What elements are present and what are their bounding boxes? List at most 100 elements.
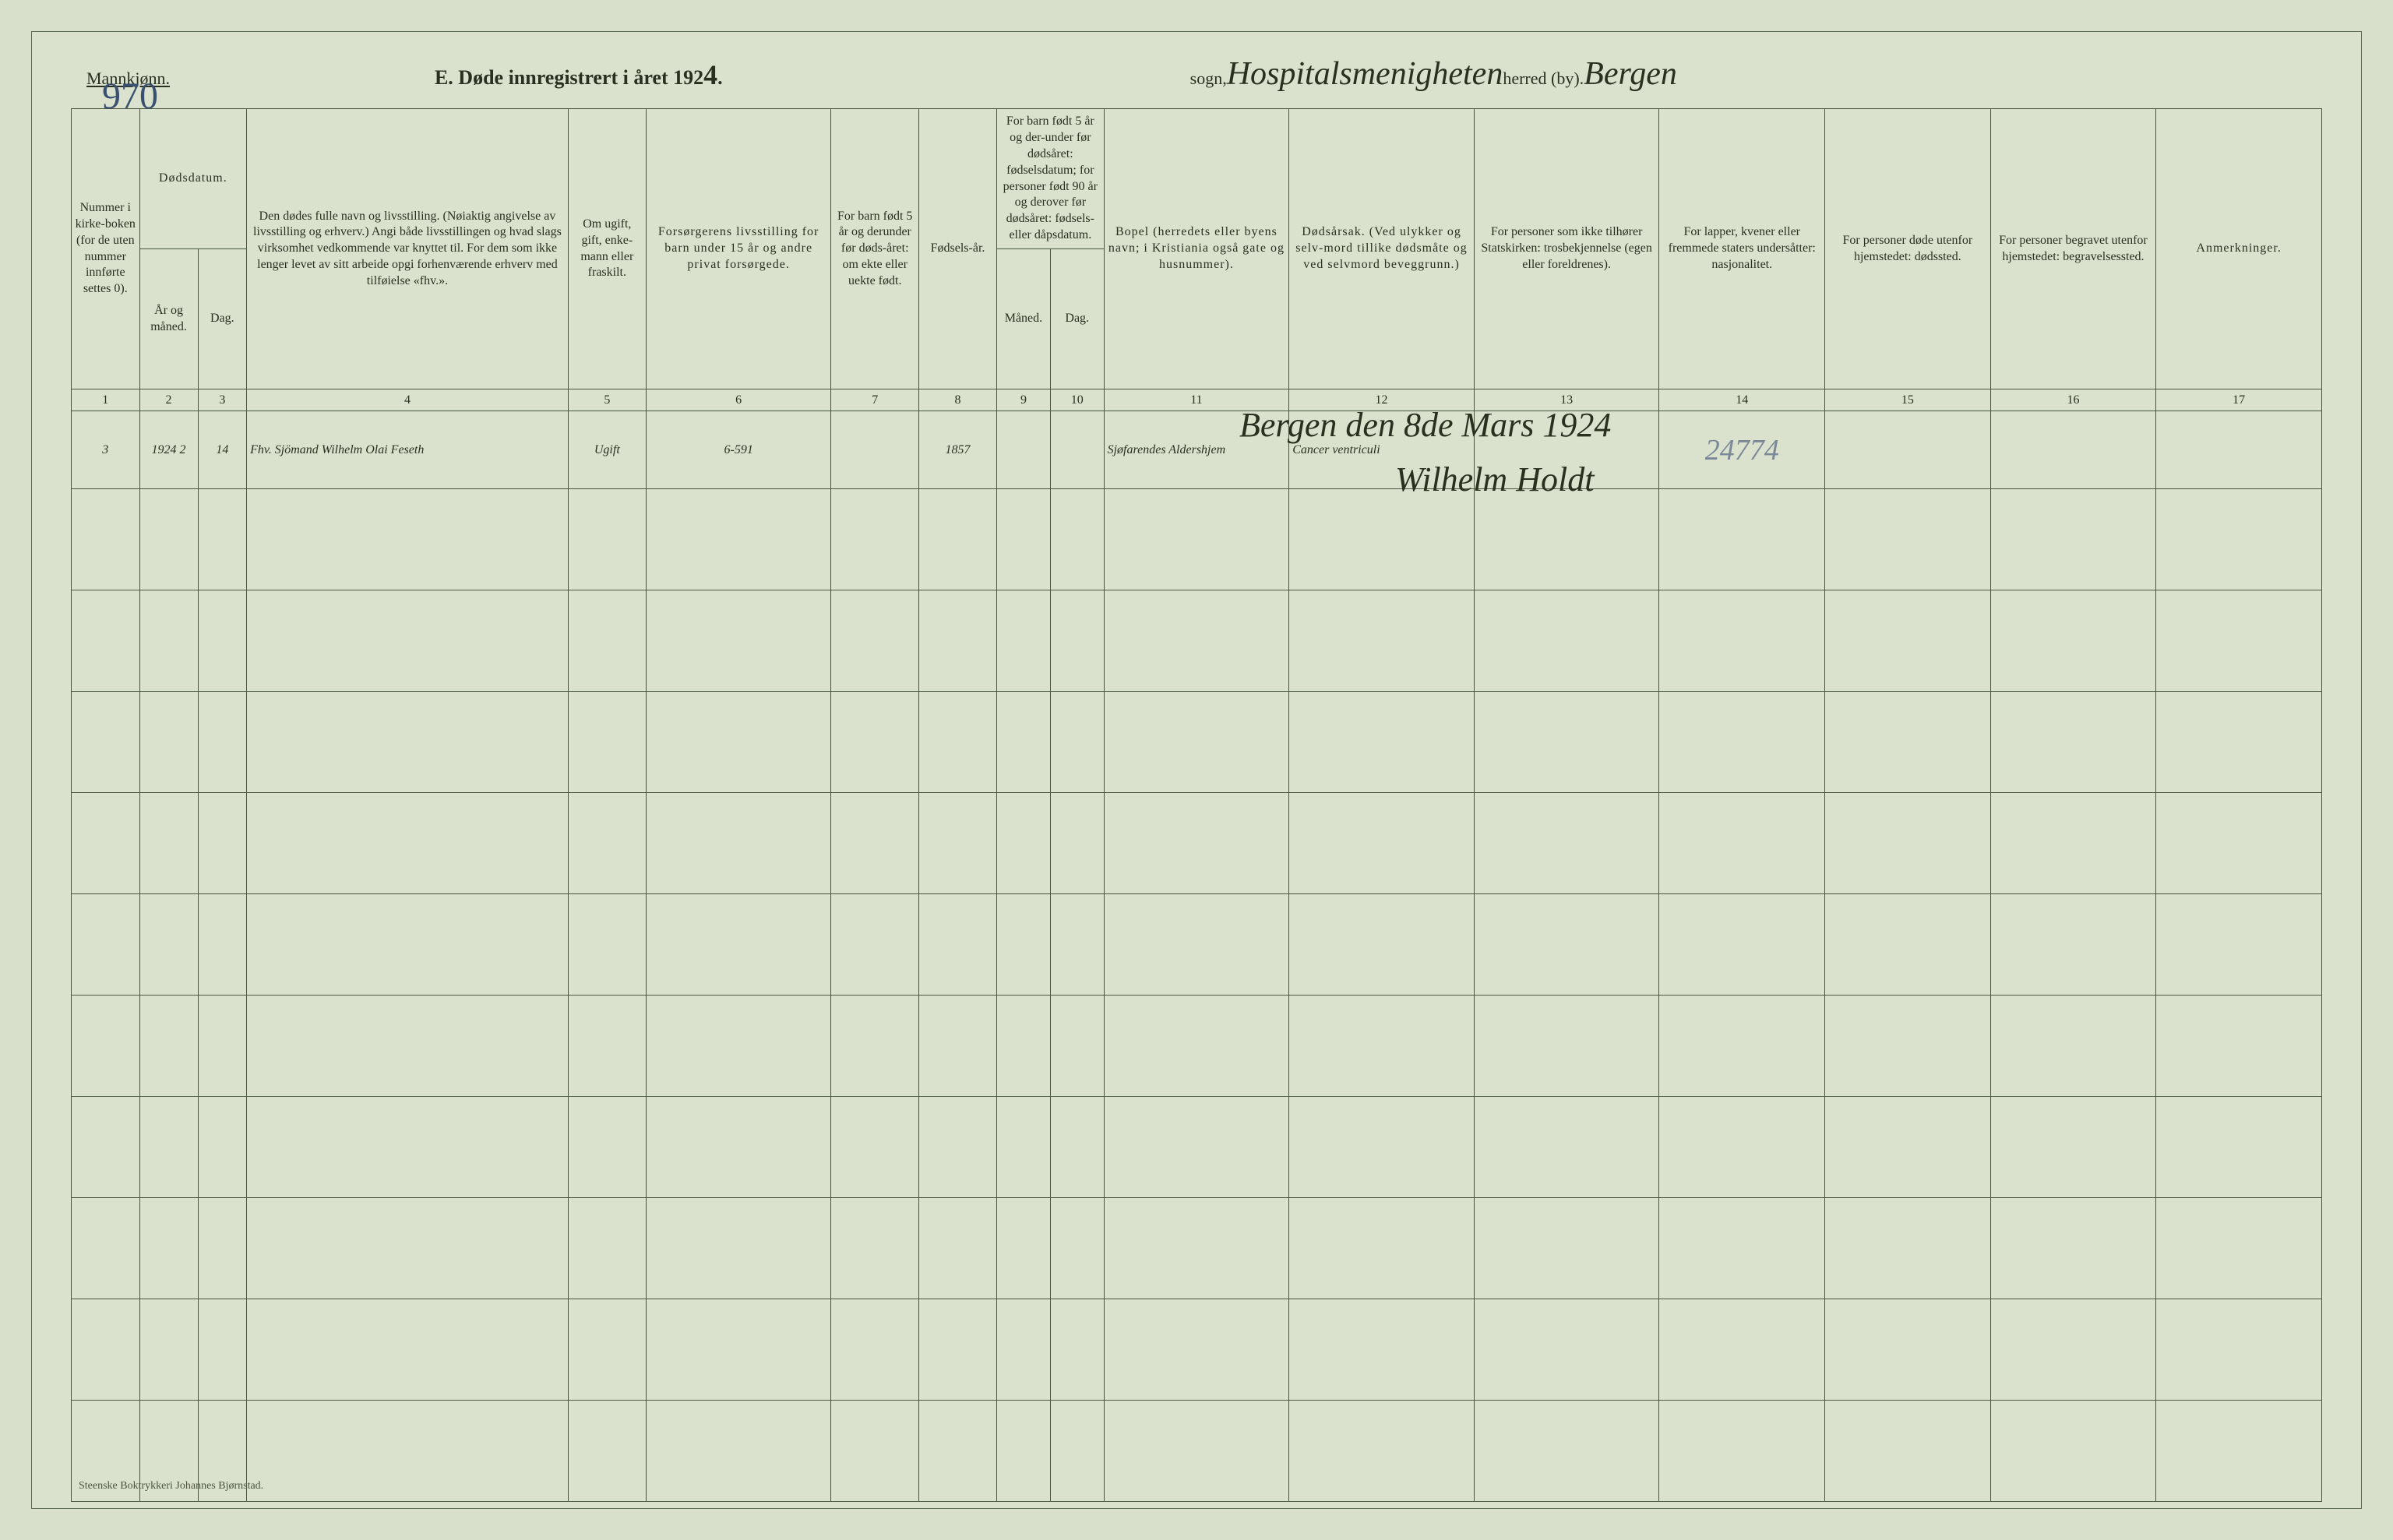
empty-cell	[1474, 1097, 1659, 1198]
table-row	[72, 1401, 2322, 1502]
sogn-label: sogn,	[1190, 69, 1227, 89]
empty-cell	[1289, 793, 1475, 894]
empty-cell	[1474, 894, 1659, 996]
empty-cell	[997, 1401, 1051, 1502]
col-header-2: År og måned.	[139, 249, 198, 389]
empty-cell	[1825, 590, 1991, 692]
empty-cell	[646, 793, 831, 894]
cell-birthyear: 1857	[919, 411, 997, 489]
empty-cell	[1104, 1097, 1289, 1198]
col-header-3: Dag.	[198, 249, 247, 389]
empty-cell	[2156, 894, 2322, 996]
empty-cell	[2156, 1198, 2322, 1299]
empty-cell	[2156, 1401, 2322, 1502]
empty-cell	[198, 692, 247, 793]
empty-cell	[568, 996, 646, 1097]
herred-value: Bergen	[1584, 55, 1677, 93]
empty-cell	[646, 1299, 831, 1401]
empty-cell	[1474, 996, 1659, 1097]
empty-cell	[1825, 1097, 1991, 1198]
title-year-hand: 4	[703, 59, 717, 90]
title-prefix: E. Døde innregistrert i året 192	[435, 66, 703, 89]
col-num: 2	[139, 389, 198, 411]
empty-cell	[1050, 590, 1104, 692]
empty-cell	[1990, 489, 2156, 590]
empty-cell	[139, 692, 198, 793]
col-num: 10	[1050, 389, 1104, 411]
empty-cell	[831, 1097, 919, 1198]
empty-cell	[198, 590, 247, 692]
signature-block: Bergen den 8de Mars 1924 Wilhelm Holdt	[1239, 398, 1611, 508]
empty-cell	[919, 692, 997, 793]
empty-cell	[646, 1097, 831, 1198]
empty-cell	[1659, 996, 1825, 1097]
empty-cell	[568, 692, 646, 793]
empty-cell	[2156, 996, 2322, 1097]
col-num: 4	[247, 389, 569, 411]
col-num: 7	[831, 389, 919, 411]
empty-cell	[72, 590, 140, 692]
col-header-5: Om ugift, gift, enke-mann eller fraskilt…	[568, 109, 646, 389]
empty-cell	[997, 489, 1051, 590]
empty-cell	[997, 996, 1051, 1097]
empty-cell	[2156, 590, 2322, 692]
empty-cell	[198, 793, 247, 894]
col-header-dod-group: Dødsdatum.	[139, 109, 247, 249]
faded-ref-number: 24774	[1705, 434, 1779, 467]
empty-cell	[72, 692, 140, 793]
empty-cell	[831, 793, 919, 894]
empty-cell	[646, 590, 831, 692]
empty-cell	[1289, 894, 1475, 996]
empty-cell	[1474, 692, 1659, 793]
cell-deathplace	[1825, 411, 1991, 489]
empty-cell	[1050, 1097, 1104, 1198]
empty-cell	[997, 793, 1051, 894]
table-row	[72, 692, 2322, 793]
empty-cell	[1659, 1198, 1825, 1299]
empty-cell	[247, 894, 569, 996]
empty-cell	[1825, 1401, 1991, 1502]
empty-cell	[568, 1299, 646, 1401]
empty-cell	[247, 793, 569, 894]
empty-cell	[1104, 793, 1289, 894]
col-header-9: Måned.	[997, 249, 1051, 389]
empty-cell	[1659, 1299, 1825, 1401]
empty-cell	[1050, 996, 1104, 1097]
empty-cell	[1050, 1401, 1104, 1502]
table-body: 3 1924 2 14 Fhv. Sjömand Wilhelm Olai Fe…	[72, 411, 2322, 1502]
empty-cell	[1659, 692, 1825, 793]
col-num: 15	[1825, 389, 1991, 411]
cell-provider: 6-591	[646, 411, 831, 489]
empty-cell	[72, 1097, 140, 1198]
empty-cell	[1289, 1299, 1475, 1401]
empty-cell	[1659, 1401, 1825, 1502]
col-num: 3	[198, 389, 247, 411]
cell-birthmonth	[997, 411, 1051, 489]
empty-cell	[1825, 692, 1991, 793]
empty-cell	[831, 1401, 919, 1502]
empty-cell	[646, 894, 831, 996]
empty-cell	[997, 1097, 1051, 1198]
empty-cell	[919, 793, 997, 894]
empty-cell	[247, 692, 569, 793]
empty-cell	[1289, 996, 1475, 1097]
col-header-barn-group: For barn født 5 år og der-under før døds…	[997, 109, 1105, 249]
empty-cell	[139, 793, 198, 894]
table-header: Nummer i kirke-boken (for de uten nummer…	[72, 109, 2322, 411]
col-header-17: Anmerkninger.	[2156, 109, 2322, 389]
empty-cell	[1990, 1299, 2156, 1401]
col-header-4: Den dødes fulle navn og livsstilling. (N…	[247, 109, 569, 389]
empty-cell	[919, 590, 997, 692]
empty-cell	[997, 692, 1051, 793]
col-num: 14	[1659, 389, 1825, 411]
empty-cell	[646, 996, 831, 1097]
empty-cell	[247, 1299, 569, 1401]
empty-cell	[1050, 1198, 1104, 1299]
empty-cell	[247, 1401, 569, 1502]
empty-cell	[1289, 590, 1475, 692]
col-header-7: For barn født 5 år og derunder før døds-…	[831, 109, 919, 389]
empty-cell	[2156, 793, 2322, 894]
empty-cell	[646, 1401, 831, 1502]
signature-place-date: Bergen den 8de Mars 1924	[1239, 398, 1611, 453]
page-header: Mannkjønn. 970 E. Døde innregistrert i å…	[71, 55, 2322, 93]
